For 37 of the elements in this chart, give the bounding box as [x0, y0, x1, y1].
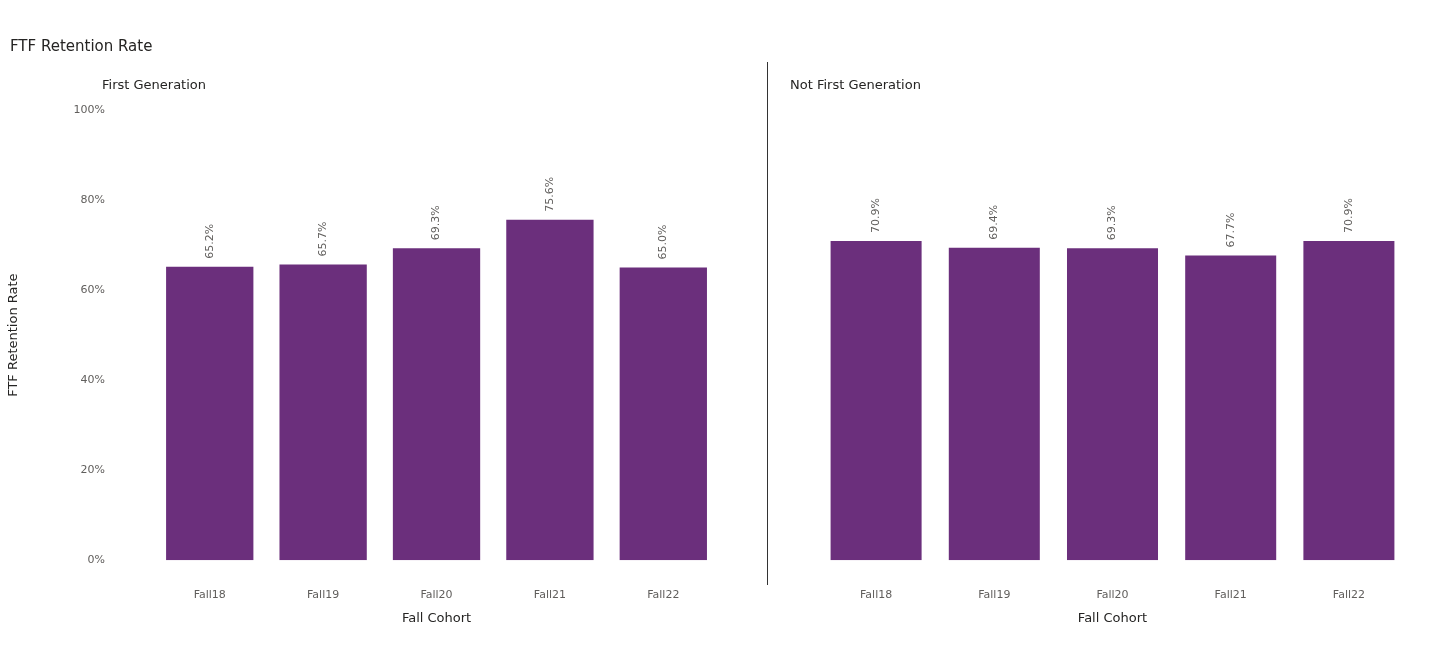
- bar: [279, 264, 367, 561]
- x-tick-label: Fall19: [978, 587, 1011, 601]
- data-label: 65.2%: [202, 223, 216, 259]
- bar: [506, 219, 594, 561]
- bar: [619, 267, 707, 561]
- data-label: 69.3%: [1105, 205, 1119, 241]
- bar: [166, 266, 254, 561]
- y-tick-label: 80%: [80, 192, 106, 206]
- x-tick-label: Fall20: [1096, 587, 1129, 601]
- y-tick-label: 40%: [80, 372, 106, 386]
- x-tick-label: Fall22: [1332, 587, 1365, 601]
- data-label: 69.3%: [429, 205, 443, 241]
- data-label: 69.4%: [987, 204, 1001, 240]
- chart-subtitle: First Generation: [102, 77, 207, 92]
- bar: [392, 248, 481, 561]
- x-tick-label: Fall21: [1214, 587, 1247, 601]
- chart-title: FTF Retention Rate: [10, 37, 153, 55]
- x-tick-label: Fall22: [647, 587, 680, 601]
- y-tick-label: 60%: [80, 282, 106, 296]
- x-tick-label: Fall19: [307, 587, 340, 601]
- x-tick-label: Fall18: [193, 587, 226, 601]
- x-axis-title: Fall Cohort: [1077, 609, 1148, 625]
- y-axis-title: FTF Retention Rate: [5, 273, 21, 397]
- x-axis-title: Fall Cohort: [401, 609, 472, 625]
- data-label: 70.9%: [868, 198, 882, 234]
- data-label: 65.0%: [656, 224, 670, 260]
- y-tick-label: 0%: [87, 553, 106, 567]
- data-label: 65.7%: [315, 221, 329, 257]
- data-label: 67.7%: [1223, 212, 1237, 248]
- data-label: 75.6%: [542, 176, 556, 212]
- data-label: 70.9%: [1341, 198, 1355, 234]
- chart-subtitle: Not First Generation: [790, 77, 921, 92]
- x-tick-label: Fall21: [533, 587, 566, 601]
- y-tick-label: 100%: [73, 102, 106, 116]
- x-tick-label: Fall20: [420, 587, 453, 601]
- x-tick-label: Fall18: [860, 587, 893, 601]
- y-tick-label: 20%: [80, 463, 106, 477]
